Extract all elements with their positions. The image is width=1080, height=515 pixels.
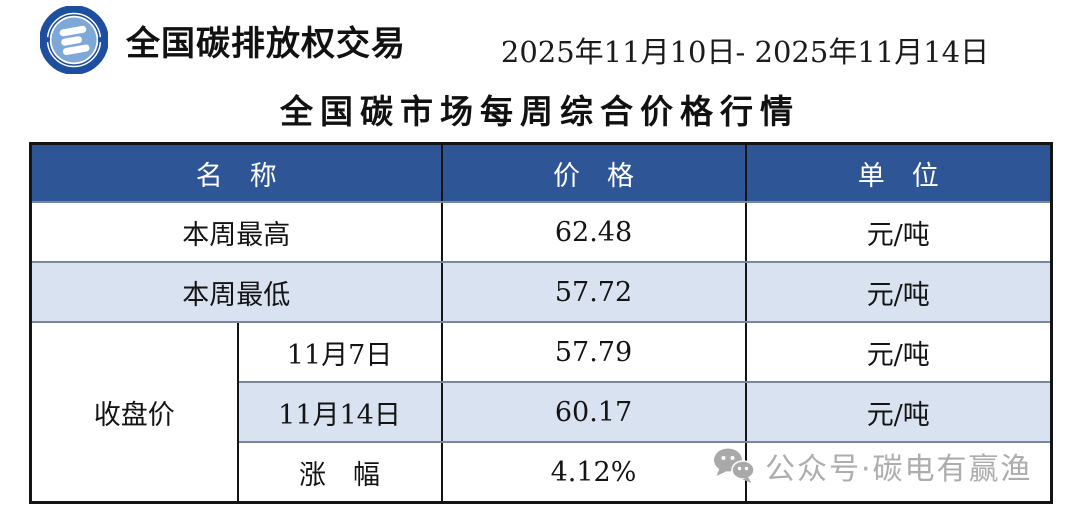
column-header-unit: 单 位 bbox=[744, 142, 1053, 203]
cell-unit: 元/吨 bbox=[744, 321, 1053, 383]
price-table: 名 称 价 格 单 位 本周最高 62.48 元/吨 本周最低 57.72 元/… bbox=[29, 142, 1053, 504]
page-title: 全国碳市场每周综合价格行情 bbox=[280, 92, 800, 131]
cell-name: 本周最低 bbox=[29, 261, 443, 323]
column-header-price: 价 格 bbox=[440, 142, 747, 203]
cell-name: 11月7日 bbox=[236, 321, 443, 383]
cell-price: 62.48 bbox=[440, 201, 747, 263]
carbon-exchange-emblem-icon bbox=[40, 6, 108, 74]
cell-name: 本周最高 bbox=[29, 201, 443, 263]
cell-unit bbox=[744, 441, 1053, 504]
table-row-change-pct: 涨 幅 4.12% bbox=[31, 441, 1053, 504]
brand: 全国碳排放权交易 bbox=[40, 6, 406, 74]
table-header-row: 名 称 价 格 单 位 bbox=[29, 142, 1053, 203]
cell-unit: 元/吨 bbox=[744, 261, 1053, 323]
cell-name: 涨 幅 bbox=[236, 441, 443, 504]
cell-price: 4.12% bbox=[440, 441, 747, 504]
date-range: 2025年11月10日- 2025年11月14日 bbox=[500, 35, 990, 69]
cell-unit: 元/吨 bbox=[744, 201, 1053, 263]
column-header-name: 名 称 bbox=[29, 142, 443, 203]
cell-closing-price-group: 收盘价 bbox=[29, 321, 239, 504]
cell-price: 57.72 bbox=[440, 261, 747, 323]
table-row-close-nov14: 11月14日 60.17 元/吨 bbox=[31, 381, 1053, 443]
cell-name: 11月14日 bbox=[236, 381, 443, 443]
brand-title: 全国碳排放权交易 bbox=[126, 23, 406, 64]
table-row-weekly-low: 本周最低 57.72 元/吨 bbox=[29, 261, 1053, 323]
cell-price: 60.17 bbox=[440, 381, 747, 443]
table-row-weekly-high: 本周最高 62.48 元/吨 bbox=[29, 201, 1053, 263]
cell-price: 57.79 bbox=[440, 321, 747, 383]
table-row-close-nov7: 收盘价 11月7日 57.79 元/吨 bbox=[29, 321, 1053, 504]
cell-unit: 元/吨 bbox=[744, 381, 1053, 443]
